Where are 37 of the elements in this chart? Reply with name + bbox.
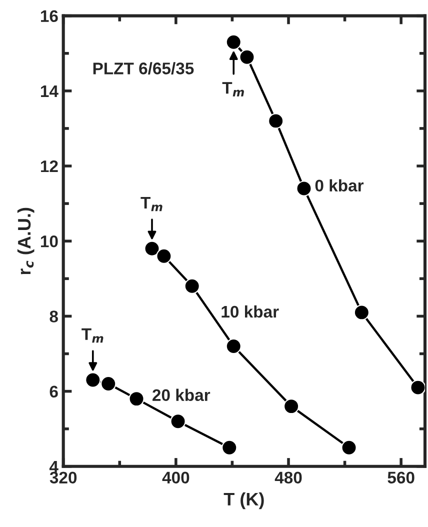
point — [341, 440, 357, 456]
y-tick-label: 4 — [49, 460, 58, 472]
point — [410, 380, 426, 396]
point — [100, 376, 116, 392]
point — [239, 49, 255, 65]
annotation: 10 kbar — [222, 305, 279, 318]
point — [354, 304, 370, 320]
annotation: T$_{m}$ — [140, 196, 162, 212]
point — [222, 440, 238, 456]
annotation: 20 kbar — [152, 388, 210, 402]
point — [268, 113, 284, 129]
point — [296, 180, 312, 196]
annotation: T$_{m}$ — [82, 328, 104, 343]
point — [128, 390, 144, 407]
y-tick-label: 12 — [40, 160, 58, 172]
point — [184, 278, 200, 294]
annotation: T$_{m}$ — [222, 82, 244, 96]
point — [144, 240, 160, 256]
x-tick-label: 400 — [162, 472, 190, 484]
x-tick-label: 480 — [274, 472, 302, 484]
x-tick-label: 320 — [50, 472, 77, 484]
annotation: PLZT 6/65/35 — [93, 62, 194, 75]
point — [283, 398, 300, 414]
point — [156, 248, 172, 264]
y-tick-label: 6 — [50, 386, 58, 398]
x-axis-title: T (K) — [224, 492, 264, 510]
y-tick-label: 10 — [40, 236, 58, 248]
annotation: 0 kbar — [315, 179, 364, 192]
x-tick-label: 560 — [388, 472, 414, 484]
point — [170, 414, 186, 430]
y-tick-label: 16 — [40, 10, 58, 22]
y-tick-label: 14 — [40, 85, 58, 97]
point — [226, 34, 242, 50]
point — [226, 338, 242, 354]
y-tick-label: 8 — [50, 310, 58, 322]
point — [85, 372, 101, 388]
y-axis-title: r$_{c}$ (A.U.) — [17, 208, 34, 274]
